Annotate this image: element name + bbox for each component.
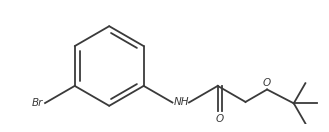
Text: O: O bbox=[215, 114, 224, 124]
Text: Br: Br bbox=[32, 98, 43, 108]
Text: O: O bbox=[263, 78, 271, 88]
Text: NH: NH bbox=[173, 98, 189, 107]
